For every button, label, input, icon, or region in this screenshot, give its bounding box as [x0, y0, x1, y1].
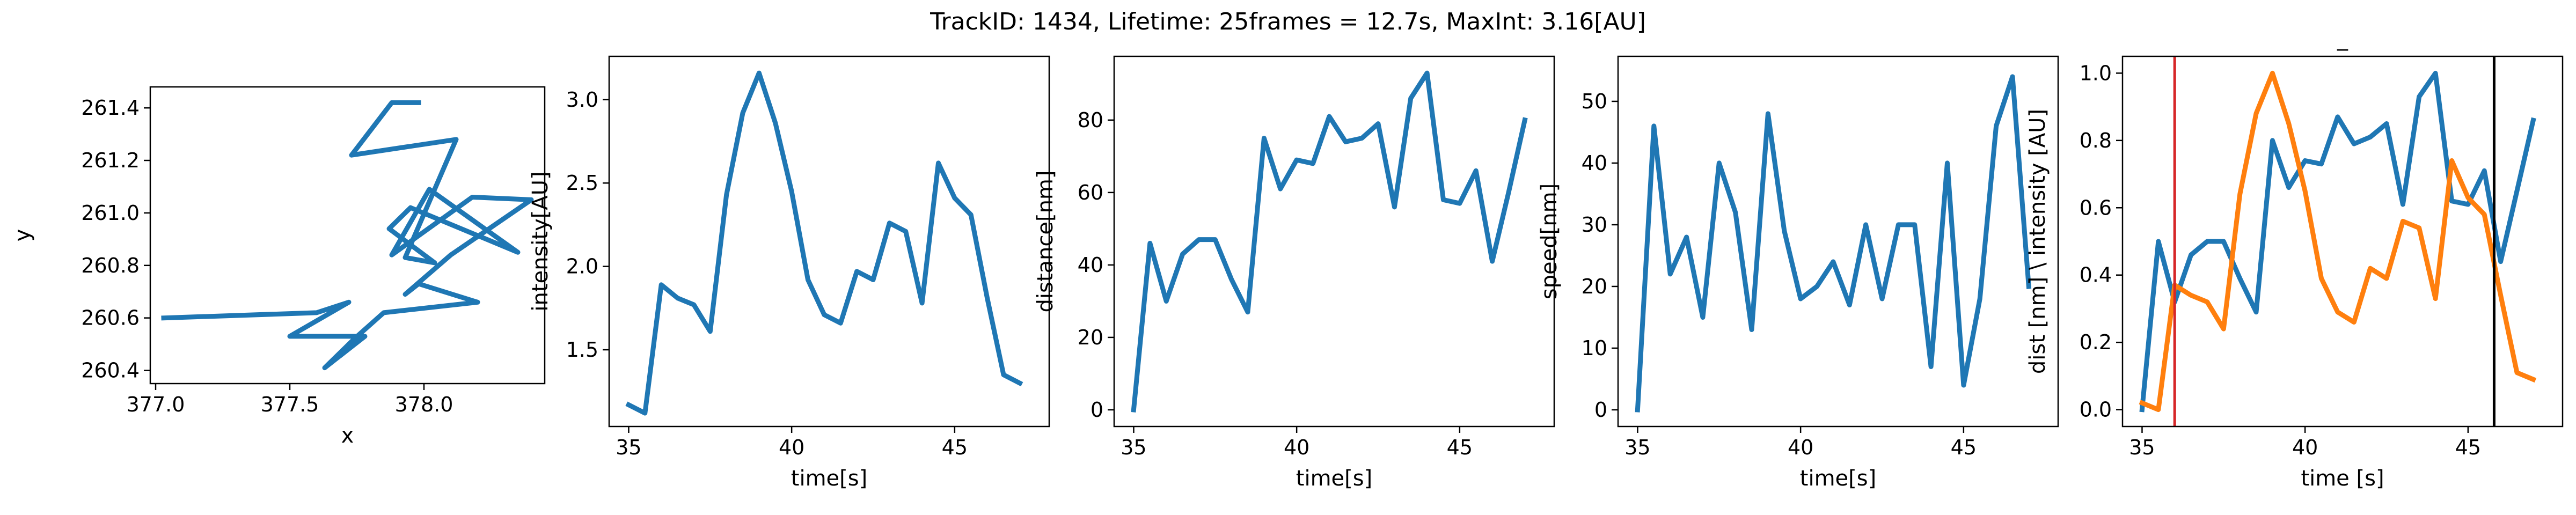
chart-1-xlabel: x	[341, 423, 354, 448]
chart-5-plot-area	[2139, 70, 2537, 413]
chart-3: 35 40 45 0 20 40 60 80 time[s] distance[nm]	[1033, 55, 1555, 491]
chart-5-xtick-label: 35	[2129, 436, 2155, 459]
chart-1-series-1-line	[161, 100, 534, 371]
chart-3-ytick-label: 80	[1078, 108, 1103, 132]
chart-2-series-1-line	[625, 70, 1023, 416]
chart-4-ytick-label: 30	[1582, 213, 1607, 237]
chart-3-xtick-label: 45	[1447, 436, 1473, 459]
chart-4-xtick-label: 45	[1951, 436, 1977, 459]
chart-5-ytick-label: 0.2	[2080, 330, 2112, 354]
chart-4-ylabel: speed[nm]	[1537, 183, 1562, 299]
chart-1: 377.0 377.5 378.0 260.4 260.6 260.8 261.0 261.2…	[10, 86, 546, 448]
chart-1-xtick-label: 378.0	[395, 393, 453, 416]
chart-1-plot-area	[161, 100, 534, 371]
chart-2-frame	[608, 55, 1050, 428]
chart-3-ytick-label: 20	[1078, 326, 1103, 349]
chart-1-xtick-label: 377.0	[127, 393, 185, 416]
chart-5-ytick-label: 1.0	[2080, 61, 2112, 85]
chart-1-ytick-label: 260.6	[81, 306, 140, 330]
chart-3-ytick-label: 0	[1091, 398, 1103, 422]
chart-5: 35 40 45 0.0 0.2 0.4 0.6 0.8 1.0 time [s] dist [nm…	[2025, 26, 2564, 491]
chart-1-frame	[149, 86, 546, 385]
chart-1-ytick-label: 261.2	[81, 149, 140, 172]
chart-2-ytick-label: 2.0	[566, 255, 598, 278]
chart-3-ytick-label: 60	[1078, 181, 1103, 204]
chart-4-xtick-label: 35	[1624, 436, 1650, 459]
chart-5-xlabel: time [s]	[2301, 466, 2384, 491]
chart-5-frame	[2121, 55, 2564, 428]
subplot-panels: 377.0 377.5 378.0 260.4 260.6 260.8 261.0 261.2…	[10, 26, 2564, 491]
chart-2: 35 40 45 1.5 2.0 2.5 3.0 time[s] intensity[AU]	[528, 55, 1050, 491]
chart-4-ytick-label: 0	[1594, 398, 1607, 422]
chart-5-series-1-line	[2139, 70, 2536, 413]
chart-3-xtick-label: 35	[1121, 436, 1146, 459]
chart-3-frame	[1113, 55, 1555, 428]
chart-4: 35 40 45 0 10 20 30 40 50 time[s] speed[nm]	[1537, 55, 2059, 491]
chart-2-ytick-label: 3.0	[566, 88, 598, 112]
chart-1-xtick-label: 377.5	[261, 393, 319, 416]
chart-4-ytick-label: 50	[1582, 90, 1607, 113]
chart-3-ylabel: distance[nm]	[1033, 170, 1058, 312]
chart-4-ytick-label: 40	[1582, 151, 1607, 175]
chart-1-ylabel: y	[10, 229, 35, 242]
chart-2-xtick-label: 35	[616, 436, 641, 459]
chart-2-xtick-label: 40	[779, 436, 804, 459]
chart-2-ytick-label: 1.5	[566, 338, 598, 362]
chart-5-ytick-label: 0.8	[2080, 129, 2112, 152]
chart-2-xtick-label: 45	[942, 436, 968, 459]
chart-3-series-1-line	[1131, 70, 1528, 413]
chart-4-frame	[1617, 55, 2059, 428]
chart-5-ytick-label: 0.4	[2080, 263, 2112, 287]
chart-5-xtick-label: 45	[2455, 436, 2481, 459]
chart-5-ytick-label: 0.0	[2080, 398, 2112, 422]
chart-5-series-2-line	[2139, 70, 2537, 413]
chart-4-ytick-label: 20	[1582, 275, 1607, 298]
chart-4-plot-area	[1635, 74, 2032, 413]
chart-2-plot-area	[625, 70, 1023, 416]
chart-5-xtick-label: 40	[2292, 436, 2318, 459]
chart-5-ytick-label: 0.6	[2080, 196, 2112, 219]
chart-2-ylabel: intensity[AU]	[528, 171, 553, 311]
chart-4-xlabel: time[s]	[1800, 466, 1876, 491]
chart-5-title: _	[2337, 26, 2348, 51]
chart-3-xtick-label: 40	[1284, 436, 1309, 459]
chart-3-plot-area	[1131, 70, 1528, 413]
figure-title: TrackID: 1434, Lifetime: 25frames = 12.7…	[930, 8, 1646, 35]
chart-1-ytick-label: 261.4	[81, 96, 140, 120]
chart-5-ylabel: dist [nm] \ intensity [AU]	[2025, 109, 2050, 374]
chart-3-ytick-label: 40	[1078, 253, 1103, 277]
chart-1-ytick-label: 260.8	[81, 254, 140, 277]
chart-2-ytick-label: 2.5	[566, 171, 598, 195]
chart-2-xlabel: time[s]	[791, 466, 867, 491]
chart-4-ytick-label: 10	[1582, 336, 1607, 360]
chart-3-xlabel: time[s]	[1296, 466, 1372, 491]
chart-1-ytick-label: 260.4	[81, 359, 140, 382]
chart-4-series-1-line	[1635, 74, 2032, 413]
chart-4-xtick-label: 40	[1788, 436, 1813, 459]
chart-1-ytick-label: 261.0	[81, 201, 140, 225]
